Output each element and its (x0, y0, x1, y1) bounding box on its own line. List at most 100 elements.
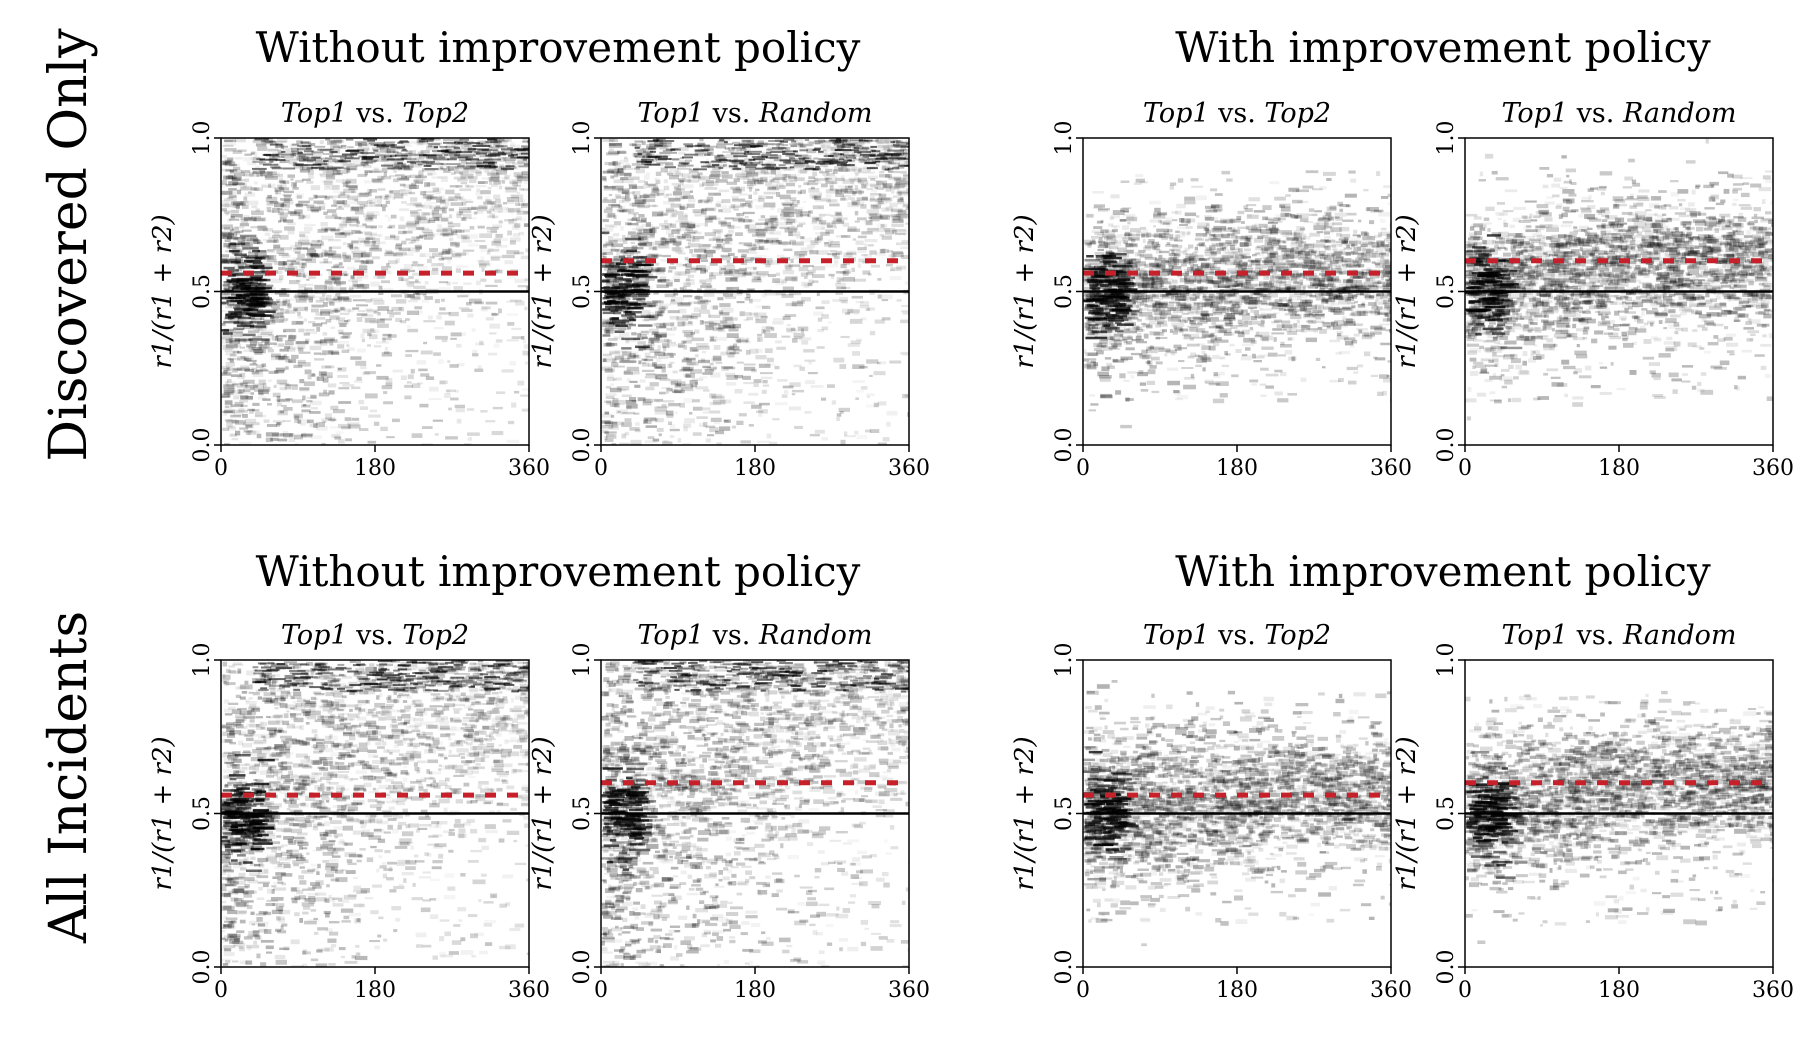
density-cell (384, 351, 390, 354)
density-cell (803, 283, 810, 289)
density-cell (327, 159, 333, 165)
density-cell (671, 229, 680, 234)
density-cell (842, 150, 850, 153)
density-cell (641, 319, 650, 322)
density-cell (782, 286, 794, 291)
density-cell (841, 175, 845, 181)
density-cell (228, 188, 237, 191)
density-cell (315, 426, 328, 431)
density-cell (494, 279, 502, 283)
density-cell (257, 342, 263, 346)
density-cell (518, 165, 529, 168)
density-cell (865, 161, 877, 164)
density-cell (788, 264, 801, 267)
density-cell (679, 157, 684, 160)
density-cell (225, 296, 237, 300)
density-cell (782, 150, 797, 153)
density-cell (233, 321, 253, 324)
density-cell (451, 253, 462, 258)
density-cell (601, 279, 610, 283)
density-cell (841, 299, 848, 304)
density-cell (487, 172, 500, 176)
density-cell (221, 233, 227, 237)
density-cell (621, 191, 628, 194)
density-cell (776, 239, 782, 244)
density-cell (758, 198, 765, 202)
density-cell (489, 140, 502, 143)
density-cell (687, 223, 696, 229)
density-cell (260, 331, 273, 335)
density-cell (659, 153, 671, 157)
density-cell (271, 304, 280, 309)
density-cell (645, 373, 656, 376)
density-cell (784, 264, 793, 269)
density-cell (278, 355, 290, 361)
density-cell (613, 233, 620, 237)
density-cell (683, 282, 691, 287)
density-cell (253, 239, 260, 244)
density-cell (760, 372, 773, 375)
density-cell (479, 263, 491, 267)
density-cell (817, 206, 822, 209)
density-cell (266, 171, 277, 175)
density-cell (521, 171, 529, 175)
density-cell (670, 299, 676, 302)
density-cell (338, 217, 352, 220)
density-cell (346, 169, 351, 173)
density-cell (247, 330, 260, 334)
density-cell (660, 237, 667, 241)
density-cell (701, 243, 712, 247)
density-cell (894, 177, 907, 182)
density-cell (223, 320, 240, 324)
density-cell (728, 326, 739, 329)
density-cell (346, 184, 358, 189)
density-cell (742, 259, 753, 263)
density-cell (332, 198, 337, 202)
density-cell (824, 242, 832, 247)
density-cell (227, 315, 242, 319)
density-cell (481, 267, 485, 272)
density-cell (223, 367, 230, 372)
density-cell (779, 212, 793, 215)
density-cell (725, 277, 738, 282)
density-cell (277, 138, 288, 142)
density-cell (799, 213, 810, 217)
density-cell (858, 139, 871, 144)
density-cell (433, 352, 441, 356)
density-cell (331, 351, 340, 355)
density-cell (243, 296, 266, 300)
density-cell (502, 202, 508, 205)
density-cell (836, 417, 840, 421)
density-cell (704, 187, 718, 190)
density-cell (644, 181, 648, 185)
density-cell (311, 166, 325, 169)
density-cell (783, 161, 791, 164)
density-cell (841, 235, 851, 238)
density-cell (222, 235, 232, 239)
density-cell (627, 222, 639, 226)
density-cell (269, 337, 274, 340)
density-cell (655, 377, 661, 380)
density-cell (304, 226, 313, 232)
density-cell (439, 145, 448, 148)
density-cell (775, 272, 781, 276)
density-cell (881, 235, 892, 240)
density-cell (335, 279, 341, 283)
density-cell (453, 286, 463, 291)
density-cell (908, 194, 909, 198)
density-cell (465, 200, 474, 203)
density-cell (252, 339, 259, 343)
density-cell (654, 406, 667, 412)
density-cell (628, 212, 639, 215)
density-cell (613, 179, 624, 184)
density-cell (708, 238, 721, 242)
density-cell (908, 149, 909, 152)
density-cell (272, 230, 282, 233)
density-cell (645, 418, 657, 422)
density-cell (789, 239, 796, 245)
density-cell (474, 301, 484, 305)
density-cell (697, 199, 703, 204)
density-cell (342, 163, 355, 167)
density-cell (746, 181, 757, 186)
density-cell (332, 308, 340, 312)
